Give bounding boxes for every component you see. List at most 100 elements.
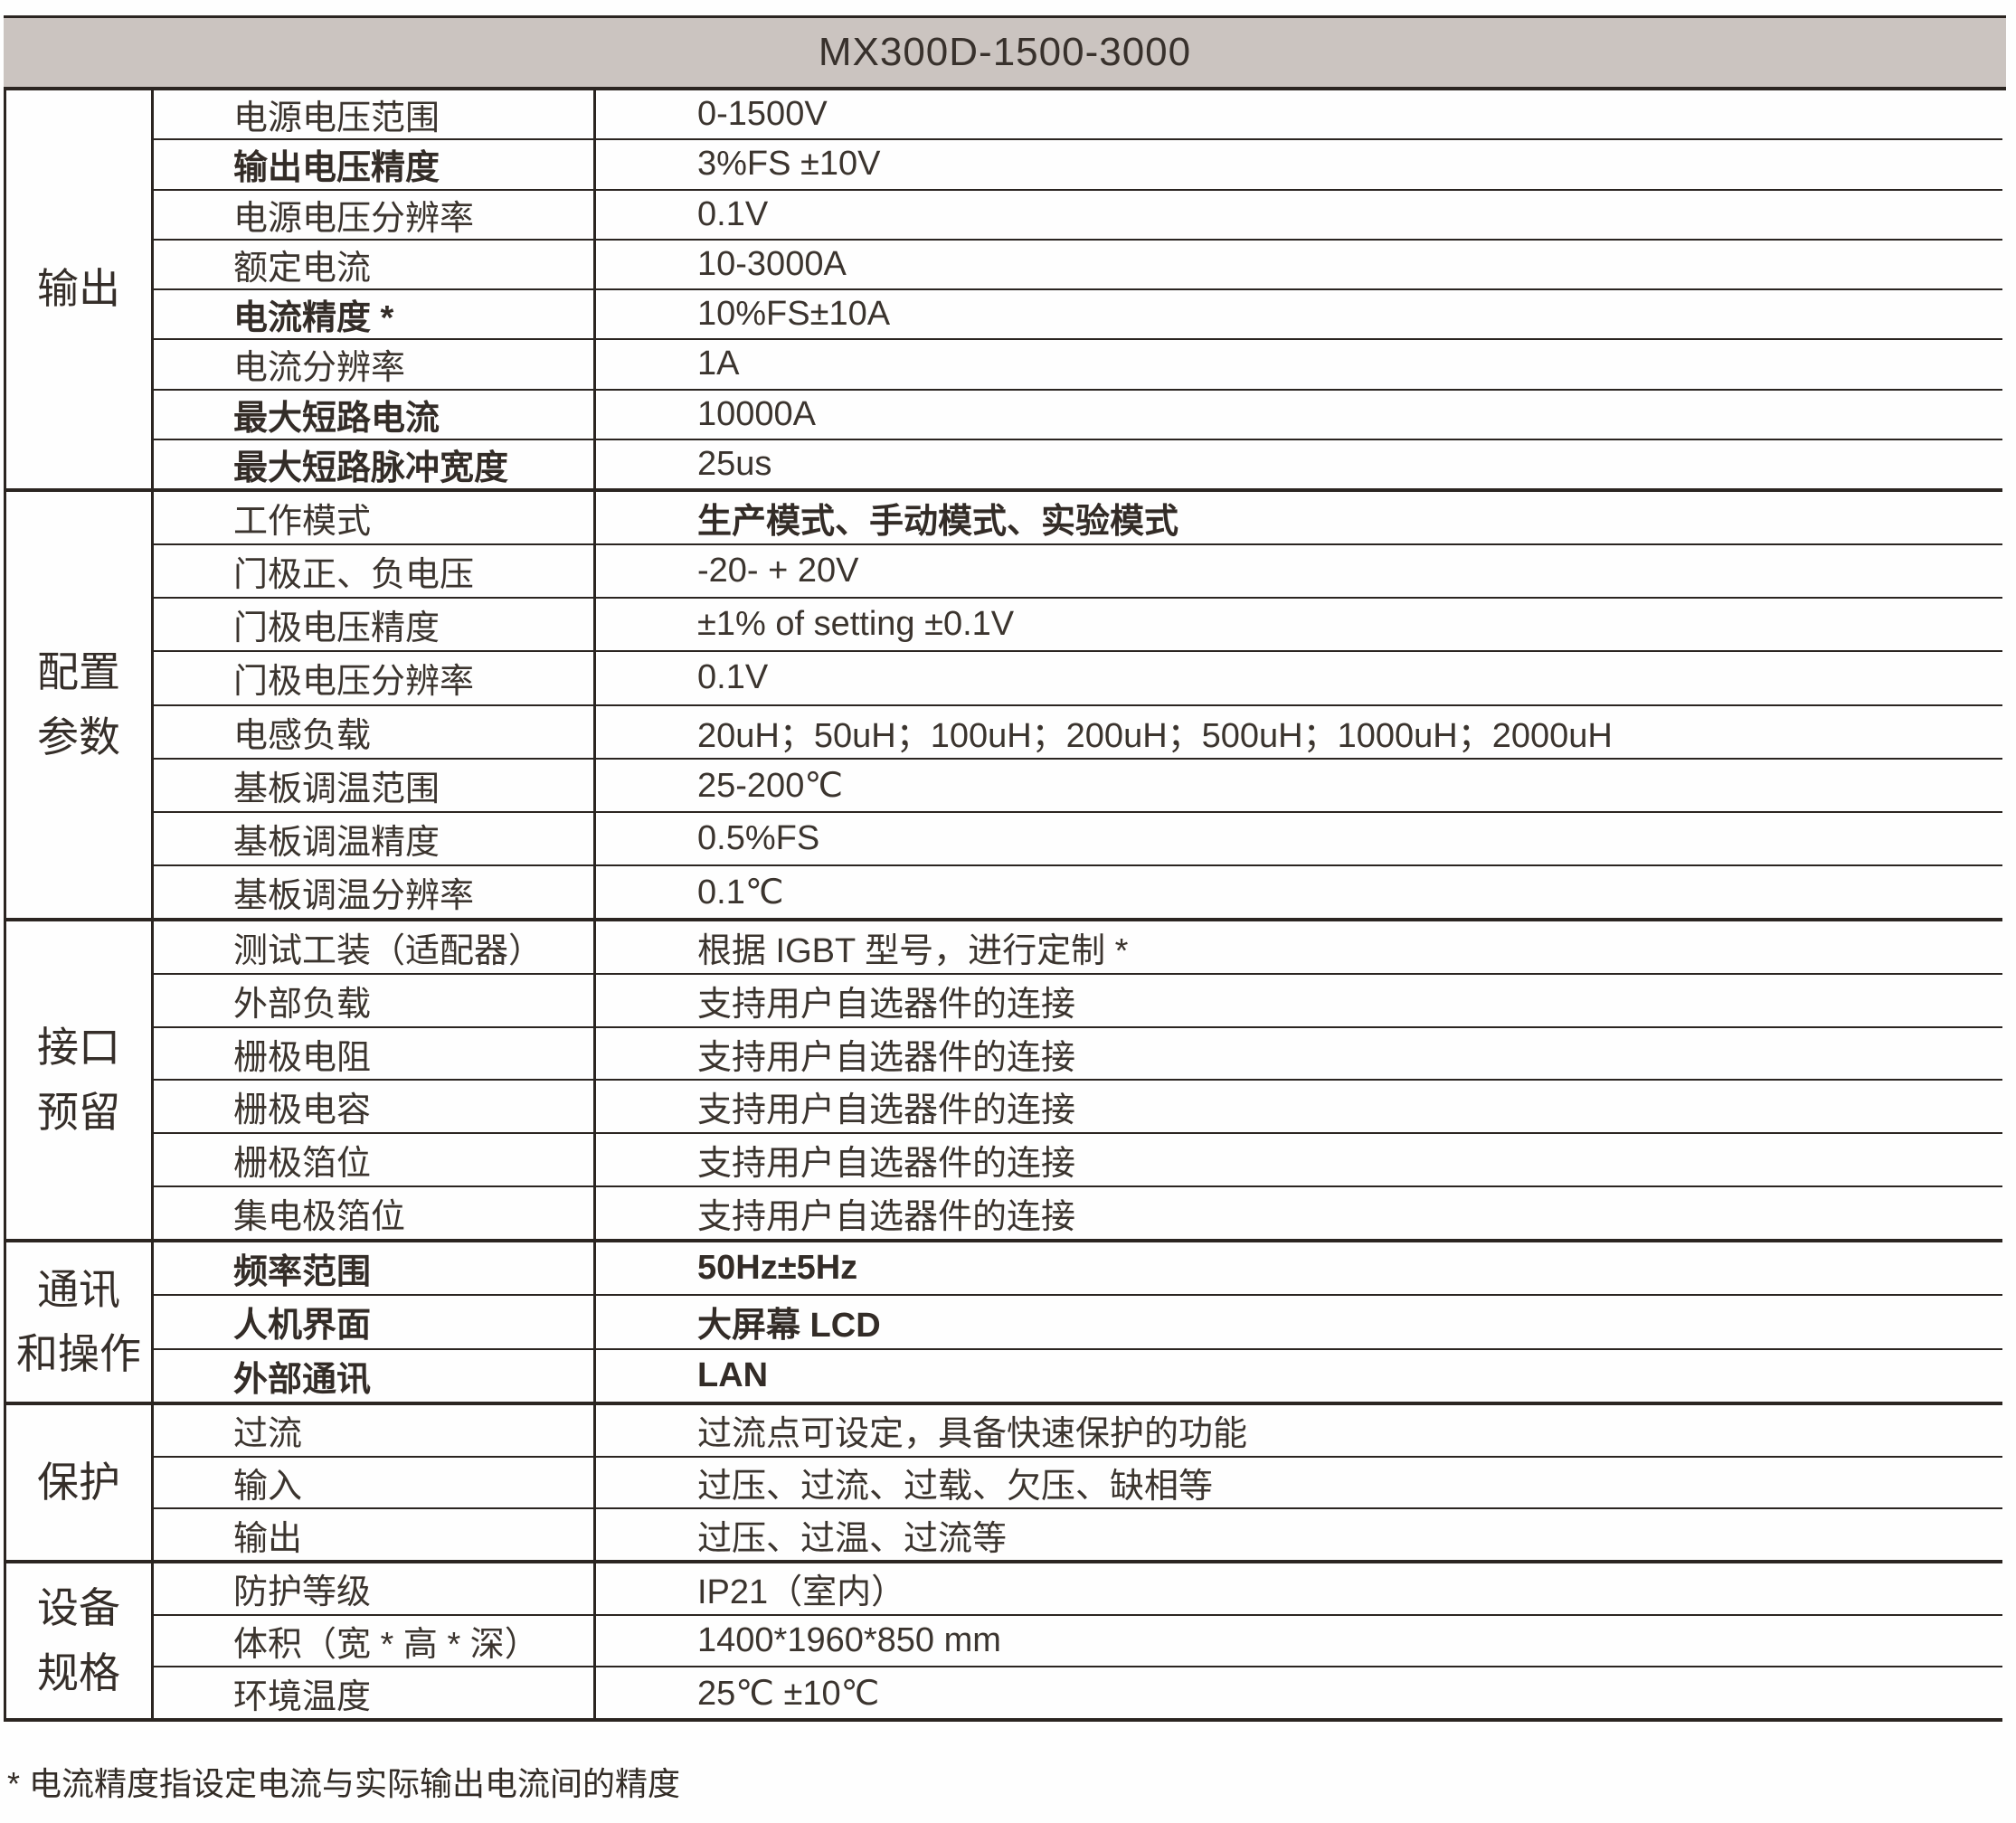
value-cell: IP21（室内） <box>697 1573 906 1612</box>
spec-section: 保护 过流 过流点可设定，具备快速保护的功能 输入 过压、过流、过载、欠压、缺相… <box>6 1405 2002 1563</box>
spec-row: 外部负载 支持用户自选器件的连接 <box>154 974 2002 1028</box>
spec-row: 过流 过流点可设定，具备快速保护的功能 <box>154 1405 2002 1458</box>
spec-row: 门极电压分辨率 0.1V <box>154 652 2002 706</box>
footnote-text: * 电流精度指设定电流与实际输出电流间的精度 <box>7 1765 681 1802</box>
param-cell: 基板调温分辨率 <box>154 865 596 918</box>
spec-row: 电源电压分辨率 0.1V <box>154 190 2002 241</box>
spec-row: 电源电压范围 0-1500V <box>154 90 2002 141</box>
spec-row: 人机界面 大屏幕 LCD <box>154 1296 2002 1350</box>
param-cell: 人机界面 <box>154 1296 596 1348</box>
spec-row: 栅极箔位 支持用户自选器件的连接 <box>154 1134 2002 1188</box>
spec-row: 体积（宽 * 高 * 深） 1400*1960*850 mm <box>154 1615 2002 1668</box>
value-cell: 3%FS ±10V <box>697 145 881 184</box>
spec-table-body: 输出 电源电压范围 0-1500V 输出电压精度 3%FS ±10V 电源电压分… <box>4 90 2002 1722</box>
model-title: MX300D-1500-3000 <box>818 30 1192 74</box>
spec-row: 最大短路脉冲宽度 25us <box>154 439 2002 488</box>
param-cell: 频率范围 <box>154 1242 596 1295</box>
value-cell: 25-200℃ <box>697 766 843 805</box>
param-cell: 环境温度 <box>154 1667 596 1719</box>
param-cell: 最大短路电流 <box>154 390 596 439</box>
spec-row: 集电极箔位 支持用户自选器件的连接 <box>154 1187 2002 1239</box>
value-cell: 支持用户自选器件的连接 <box>697 1038 1076 1077</box>
spec-row: 基板调温精度 0.5%FS <box>154 812 2002 866</box>
param-cell: 基板调温范围 <box>154 759 596 811</box>
spec-section: 配置 参数 工作模式 生产模式、手动模式、实验模式 门极正、负电压 -20- +… <box>6 492 2002 921</box>
param-cell: 集电极箔位 <box>154 1187 596 1239</box>
value-cell: 0.1V <box>697 194 769 233</box>
param-cell: 栅极箔位 <box>154 1134 596 1186</box>
section-label: 输出 <box>6 90 154 488</box>
spec-section: 输出 电源电压范围 0-1500V 输出电压精度 3%FS ±10V 电源电压分… <box>6 90 2002 492</box>
spec-row: 工作模式 生产模式、手动模式、实验模式 <box>154 492 2002 546</box>
spec-row: 基板调温分辨率 0.1℃ <box>154 865 2002 918</box>
value-cell: -20- + 20V <box>697 552 859 590</box>
param-cell: 测试工装（适配器） <box>154 921 596 973</box>
section-rows: 测试工装（适配器） 根据 IGBT 型号，进行定制 * 外部负载 支持用户自选器… <box>154 921 2002 1239</box>
value-cell: 过压、过流、过载、欠压、缺相等 <box>697 1468 1214 1506</box>
value-cell: 25us <box>697 444 772 483</box>
param-cell: 电源电压分辨率 <box>154 190 596 239</box>
spec-row: 电流分辨率 1A <box>154 340 2002 391</box>
value-cell: ±1% of setting ±0.1V <box>697 605 1015 644</box>
spec-row: 额定电流 10-3000A <box>154 240 2002 290</box>
section-label: 设备 规格 <box>6 1563 154 1718</box>
spec-section: 通讯 和操作 频率范围 50Hz±5Hz 人机界面 大屏幕 LCD 外部通讯 L… <box>6 1242 2002 1405</box>
spec-row: 电流精度 * 10%FS±10A <box>154 290 2002 341</box>
value-cell: 50Hz±5Hz <box>697 1249 858 1288</box>
spec-row: 基板调温范围 25-200℃ <box>154 759 2002 813</box>
table-header-bar: MX300D-1500-3000 <box>4 15 2006 90</box>
param-cell: 栅极电阻 <box>154 1027 596 1080</box>
spec-row: 外部通讯 LAN <box>154 1349 2002 1402</box>
param-cell: 工作模式 <box>154 492 596 544</box>
section-label: 配置 参数 <box>6 492 154 918</box>
param-cell: 门极正、负电压 <box>154 545 596 598</box>
param-cell: 门极电压精度 <box>154 599 596 651</box>
spec-row: 输出 过压、过温、过流等 <box>154 1509 2002 1561</box>
value-cell: 过压、过温、过流等 <box>697 1519 1008 1558</box>
spec-row: 栅极电阻 支持用户自选器件的连接 <box>154 1027 2002 1082</box>
param-cell: 输入 <box>154 1457 596 1508</box>
spec-row: 环境温度 25℃ ±10℃ <box>154 1667 2002 1719</box>
spec-row: 门极正、负电压 -20- + 20V <box>154 545 2002 600</box>
value-cell: 10%FS±10A <box>697 295 891 334</box>
value-cell: 生产模式、手动模式、实验模式 <box>697 503 1179 542</box>
value-cell: 大屏幕 LCD <box>697 1307 881 1346</box>
value-cell: 10-3000A <box>697 244 847 283</box>
param-cell: 输出 <box>154 1509 596 1561</box>
param-cell: 栅极电容 <box>154 1081 596 1133</box>
section-label: 保护 <box>6 1405 154 1560</box>
section-rows: 过流 过流点可设定，具备快速保护的功能 输入 过压、过流、过载、欠压、缺相等 输… <box>154 1405 2002 1561</box>
spec-row: 最大短路电流 10000A <box>154 390 2002 440</box>
value-cell: 支持用户自选器件的连接 <box>697 1145 1076 1184</box>
param-cell: 输出电压精度 <box>154 140 596 189</box>
value-cell: 10000A <box>697 394 817 433</box>
value-cell: 支持用户自选器件的连接 <box>697 985 1076 1024</box>
value-cell: 根据 IGBT 型号，进行定制 * <box>697 931 1129 970</box>
section-rows: 频率范围 50Hz±5Hz 人机界面 大屏幕 LCD 外部通讯 LAN <box>154 1242 2002 1402</box>
param-cell: 门极电压分辨率 <box>154 652 596 704</box>
spec-row: 输出电压精度 3%FS ±10V <box>154 140 2002 191</box>
section-rows: 防护等级 IP21（室内） 体积（宽 * 高 * 深） 1400*1960*85… <box>154 1563 2002 1719</box>
spec-row: 频率范围 50Hz±5Hz <box>154 1242 2002 1297</box>
value-cell: 0-1500V <box>697 95 828 134</box>
value-cell: 0.5%FS <box>697 818 820 857</box>
param-cell: 电源电压范围 <box>154 90 596 139</box>
param-cell: 额定电流 <box>154 240 596 288</box>
param-cell: 电感负载 <box>154 705 596 758</box>
param-cell: 电流分辨率 <box>154 340 596 389</box>
section-label: 接口 预留 <box>6 921 154 1239</box>
param-cell: 最大短路脉冲宽度 <box>154 439 596 488</box>
param-cell: 外部通讯 <box>154 1349 596 1402</box>
spec-row: 防护等级 IP21（室内） <box>154 1563 2002 1616</box>
value-cell: 0.1V <box>697 658 769 697</box>
section-rows: 工作模式 生产模式、手动模式、实验模式 门极正、负电压 -20- + 20V 门… <box>154 492 2002 918</box>
value-cell: 支持用户自选器件的连接 <box>697 1198 1076 1237</box>
value-cell: LAN <box>697 1355 769 1394</box>
section-rows: 电源电压范围 0-1500V 输出电压精度 3%FS ±10V 电源电压分辨率 … <box>154 90 2002 488</box>
spec-row: 栅极电容 支持用户自选器件的连接 <box>154 1081 2002 1135</box>
value-cell: 1400*1960*850 mm <box>697 1621 1001 1659</box>
value-cell: 支持用户自选器件的连接 <box>697 1091 1076 1130</box>
spec-row: 门极电压精度 ±1% of setting ±0.1V <box>154 599 2002 653</box>
section-label: 通讯 和操作 <box>6 1242 154 1402</box>
